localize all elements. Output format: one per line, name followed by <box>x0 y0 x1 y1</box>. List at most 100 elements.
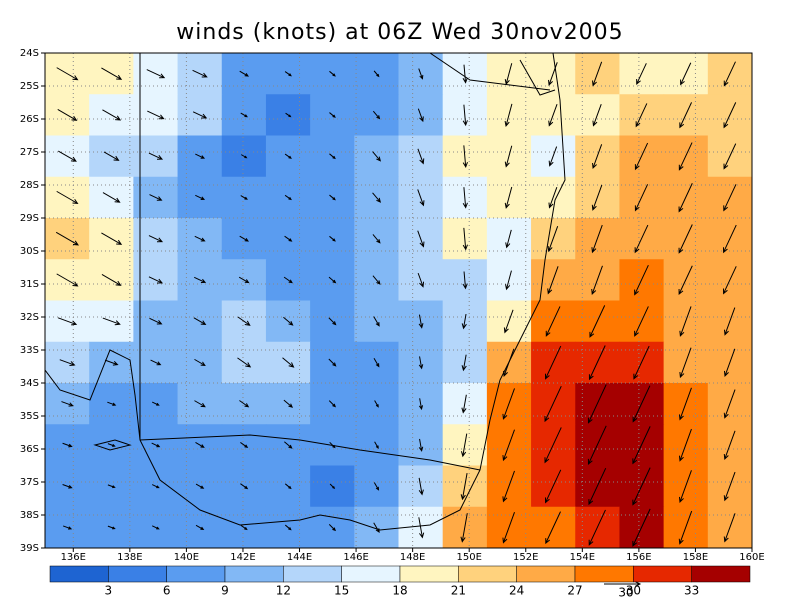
wind-arrow <box>587 384 607 424</box>
wind-arrow <box>633 345 650 380</box>
wind-arrow <box>149 317 163 325</box>
wind-arrow <box>329 153 336 160</box>
colorbar-label: 33 <box>684 584 699 598</box>
colorbar-label: 3 <box>105 584 113 598</box>
colorbar-label: 12 <box>276 584 291 598</box>
wind-arrow <box>418 517 425 539</box>
wind-arrow <box>148 152 164 160</box>
wind-arrow <box>328 276 337 284</box>
wind-arrow <box>632 508 651 547</box>
wind-arrow <box>194 235 206 242</box>
wind-arrow <box>460 473 468 501</box>
y-tick-label: 38S <box>20 510 39 521</box>
y-tick-label: 33S <box>20 345 39 356</box>
wind-arrow <box>547 226 559 253</box>
wind-arrow <box>58 150 77 162</box>
wind-arrow <box>284 71 292 77</box>
wind-arrow <box>240 442 249 448</box>
wind-arrow <box>678 428 692 462</box>
wind-arrow <box>148 235 164 243</box>
wind-arrow <box>238 276 250 284</box>
wind-arrow <box>723 348 736 377</box>
chart-title: winds (knots) at 06Z Wed 30nov2005 <box>176 20 623 45</box>
wind-arrow <box>107 443 116 447</box>
wind-arrow <box>240 112 248 118</box>
wind-arrow <box>284 483 292 490</box>
wind-arrow <box>418 68 424 80</box>
wind-arrow <box>283 276 293 284</box>
wind-arrow <box>374 400 379 408</box>
x-tick-label: 138E <box>117 552 142 563</box>
wind-arrow <box>460 513 468 543</box>
x-tick-label: 150E <box>456 552 481 563</box>
wind-arrow <box>151 442 161 448</box>
wind-arrow <box>107 525 116 530</box>
wind-arrow <box>591 265 603 296</box>
wind-arrow <box>418 314 424 329</box>
wind-arrow <box>284 235 293 242</box>
wind-arrow <box>460 433 468 458</box>
wind-arrow <box>284 441 293 449</box>
wind-arrow <box>545 306 561 337</box>
wind-arrow <box>57 317 78 326</box>
wind-arrow <box>632 426 651 465</box>
wind-arrow <box>504 186 513 209</box>
wind-arrow <box>239 70 249 77</box>
wind-arrow <box>548 146 558 167</box>
wind-arrow <box>328 400 337 408</box>
wind-arrow <box>148 276 164 284</box>
wind-arrow <box>634 224 649 254</box>
wind-arrow <box>146 69 166 79</box>
wind-arrow <box>723 513 736 543</box>
colorbar-label: 27 <box>567 584 582 598</box>
wind-arrow <box>101 232 123 245</box>
wind-arrow <box>504 63 513 86</box>
coastline <box>45 53 566 531</box>
x-tick-label: 158E <box>683 552 708 563</box>
wind-arrow <box>678 142 693 171</box>
wind-arrow <box>678 265 693 296</box>
wind-arrow <box>329 194 336 201</box>
wind-arrow <box>55 231 80 246</box>
wind-arrow <box>239 235 249 242</box>
wind-arrow <box>592 61 603 87</box>
wind-arrow <box>192 111 208 119</box>
wind-arrow <box>723 430 736 461</box>
wind-arrow <box>417 108 424 123</box>
wind-arrow <box>723 102 737 129</box>
wind-arrow <box>195 442 205 448</box>
wind-arrow <box>723 389 736 419</box>
wind-arrow <box>502 470 515 503</box>
wind-arrow <box>107 401 117 406</box>
x-tick-label: 142E <box>230 552 255 563</box>
wind-arrow <box>462 187 468 209</box>
wind-arrow <box>103 151 120 161</box>
wind-arrow <box>591 224 603 254</box>
wind-arrow <box>194 400 206 408</box>
wind-arrow <box>151 525 160 530</box>
x-tick-label: 140E <box>174 552 199 563</box>
wind-arrow <box>284 524 292 531</box>
wind-arrow <box>723 471 736 502</box>
wind-arrow <box>504 103 513 127</box>
wind-arrow <box>150 359 162 366</box>
wind-arrow <box>544 386 562 423</box>
wind-arrow <box>373 522 380 534</box>
wind-arrow <box>678 510 693 545</box>
y-tick-label: 31S <box>20 279 39 290</box>
wind-arrow <box>502 388 515 420</box>
wind-arrow <box>587 425 607 465</box>
wind-arrow <box>634 264 649 296</box>
colorbar-swatch <box>633 565 692 583</box>
colorbar-label: 18 <box>392 584 407 598</box>
wind-arrow <box>548 187 558 209</box>
x-tick-label: 136E <box>61 552 86 563</box>
wind-arrow <box>462 145 468 169</box>
y-tick-label: 35S <box>20 411 39 422</box>
wind-arrow <box>545 511 561 545</box>
reference-label: 30 <box>618 586 633 600</box>
y-tick-label: 24S <box>20 48 39 59</box>
wind-arrow <box>373 357 380 368</box>
colorbar-swatch <box>166 565 226 583</box>
